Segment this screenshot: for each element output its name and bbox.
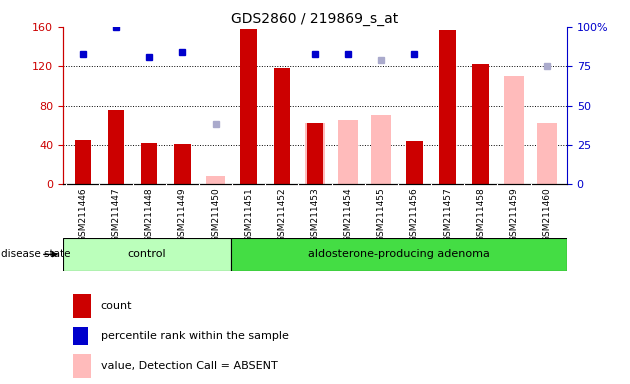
Bar <box>338 120 358 184</box>
Bar <box>141 143 158 184</box>
Text: disease state: disease state <box>1 249 71 260</box>
Text: GSM211446: GSM211446 <box>78 187 88 242</box>
Text: GSM211449: GSM211449 <box>178 187 187 242</box>
Text: value, Detection Call = ABSENT: value, Detection Call = ABSENT <box>101 361 278 371</box>
Bar <box>241 29 257 184</box>
Bar <box>63 238 231 271</box>
Text: GSM211455: GSM211455 <box>377 187 386 242</box>
Text: aldosterone-producing adenoma: aldosterone-producing adenoma <box>308 249 490 260</box>
Text: GSM211452: GSM211452 <box>277 187 287 242</box>
Text: GSM211459: GSM211459 <box>510 187 518 242</box>
Bar <box>439 30 456 184</box>
Text: count: count <box>101 301 132 311</box>
Bar <box>472 64 489 184</box>
Text: GSM211457: GSM211457 <box>443 187 452 242</box>
Text: GSM211448: GSM211448 <box>145 187 154 242</box>
Bar <box>73 294 91 318</box>
Text: percentile rank within the sample: percentile rank within the sample <box>101 331 289 341</box>
Bar <box>273 68 290 184</box>
Bar <box>231 238 567 271</box>
Title: GDS2860 / 219869_s_at: GDS2860 / 219869_s_at <box>231 12 399 26</box>
Text: GSM211451: GSM211451 <box>244 187 253 242</box>
Bar <box>174 144 191 184</box>
Text: GSM211453: GSM211453 <box>311 187 319 242</box>
Text: GSM211458: GSM211458 <box>476 187 485 242</box>
Bar <box>504 76 524 184</box>
Bar <box>537 123 557 184</box>
Bar <box>73 327 88 345</box>
Bar <box>406 141 423 184</box>
Bar <box>205 177 226 184</box>
Text: GSM211447: GSM211447 <box>112 187 120 242</box>
Text: control: control <box>128 249 166 260</box>
Bar <box>305 123 325 184</box>
Text: GSM211450: GSM211450 <box>211 187 220 242</box>
Text: GSM211460: GSM211460 <box>542 187 552 242</box>
Bar <box>307 123 323 184</box>
Bar <box>73 354 91 378</box>
Text: GSM211456: GSM211456 <box>410 187 419 242</box>
Bar <box>371 116 391 184</box>
Text: GSM211454: GSM211454 <box>343 187 353 242</box>
Bar <box>74 140 91 184</box>
Bar <box>108 109 124 184</box>
